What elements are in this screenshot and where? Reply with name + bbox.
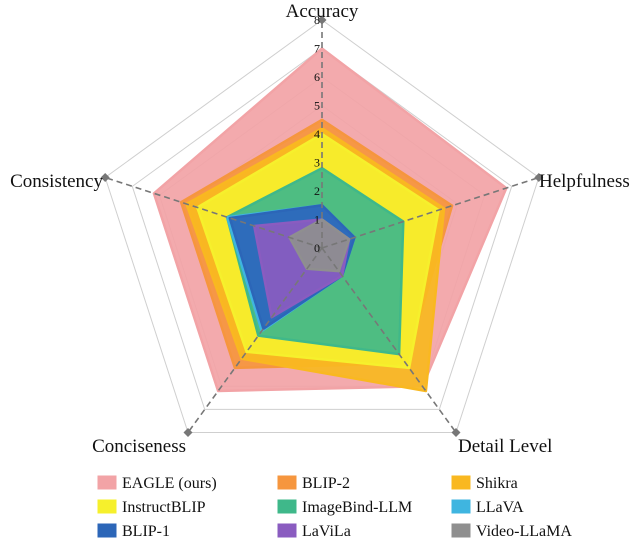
legend-item-blip-2: BLIP-2 [277, 475, 350, 492]
axis-end-marker-3 [183, 428, 193, 437]
series-layer [152, 47, 508, 393]
tick-label-3: 3 [314, 156, 320, 170]
legend-item-instructblip: InstructBLIP [97, 499, 206, 516]
legend-label-lavila: LaViLa [302, 523, 351, 540]
axis-line-3 [187, 247, 323, 433]
axis-title-layer: Accuracy Helpfulness Detail Level Concis… [10, 1, 630, 457]
legend-label-eagle-ours: EAGLE (ours) [122, 475, 217, 492]
legend-swatch-shikra [451, 475, 471, 490]
axis-end-marker-2 [451, 428, 461, 437]
axis-line-4 [104, 176, 323, 249]
tick-label-0: 0 [314, 241, 320, 255]
legend-swatch-blip-2 [277, 475, 297, 490]
axis-end-marker-1 [534, 173, 544, 182]
legend-label-video-llama: Video-LLaMA [476, 523, 572, 540]
axis-title-conciseness: Conciseness [92, 436, 186, 457]
legend-item-imagebind-llm: ImageBind-LLM [277, 499, 412, 516]
tick-label-7: 7 [314, 42, 320, 56]
axis-title-detail-level: Detail Level [458, 436, 552, 457]
legend-label-blip-2: BLIP-2 [302, 475, 350, 492]
axis-title-accuracy: Accuracy [286, 1, 359, 22]
legend-label-shikra: Shikra [476, 475, 518, 492]
legend-swatch-eagle-ours [97, 475, 117, 490]
legend-item-eagle-ours: EAGLE (ours) [97, 475, 217, 492]
tick-label-2: 2 [314, 184, 320, 198]
legend-swatch-imagebind-llm [277, 499, 297, 514]
legend-swatch-llava [451, 499, 471, 514]
legend-label-blip-1: BLIP-1 [122, 523, 170, 540]
legend-item-llava: LLaVA [451, 499, 524, 516]
legend-label-imagebind-llm: ImageBind-LLM [302, 499, 412, 516]
tick-label-4: 4 [314, 127, 320, 141]
legend-swatch-instructblip [97, 499, 117, 514]
tick-label-1: 1 [314, 213, 320, 227]
legend-item-video-llama: Video-LLaMA [451, 523, 572, 540]
legend-swatch-lavila [277, 523, 297, 538]
grid-ring-7 [131, 47, 513, 410]
grid-ring-8 [104, 19, 540, 433]
tick-label-6: 6 [314, 70, 320, 84]
axis-end-marker-0 [317, 15, 327, 25]
legend-label-instructblip: InstructBLIP [122, 499, 206, 516]
legend-label-llava: LLaVA [476, 499, 524, 516]
tick-layer: 0 1 2 3 4 5 6 7 8 [314, 13, 320, 255]
legend: EAGLE (ours) BLIP-2 Shikra InstructBLIP Imag… [97, 475, 572, 540]
tick-label-8: 8 [314, 13, 320, 27]
legend-swatch-blip-1 [97, 523, 117, 538]
axis-title-consistency: Consistency [10, 171, 103, 192]
legend-item-blip-1: BLIP-1 [97, 523, 170, 540]
legend-item-shikra: Shikra [451, 475, 518, 492]
axis-line-1 [321, 176, 540, 249]
legend-swatch-video-llama [451, 523, 471, 538]
axis-line-2 [321, 247, 457, 433]
axis-layer [100, 15, 544, 437]
tick-label-5: 5 [314, 99, 320, 113]
axis-title-helpfulness: Helpfulness [539, 171, 630, 192]
series-area-video-llama [288, 218, 351, 273]
axis-end-marker-4 [100, 173, 110, 182]
legend-item-lavila: LaViLa [277, 523, 351, 540]
